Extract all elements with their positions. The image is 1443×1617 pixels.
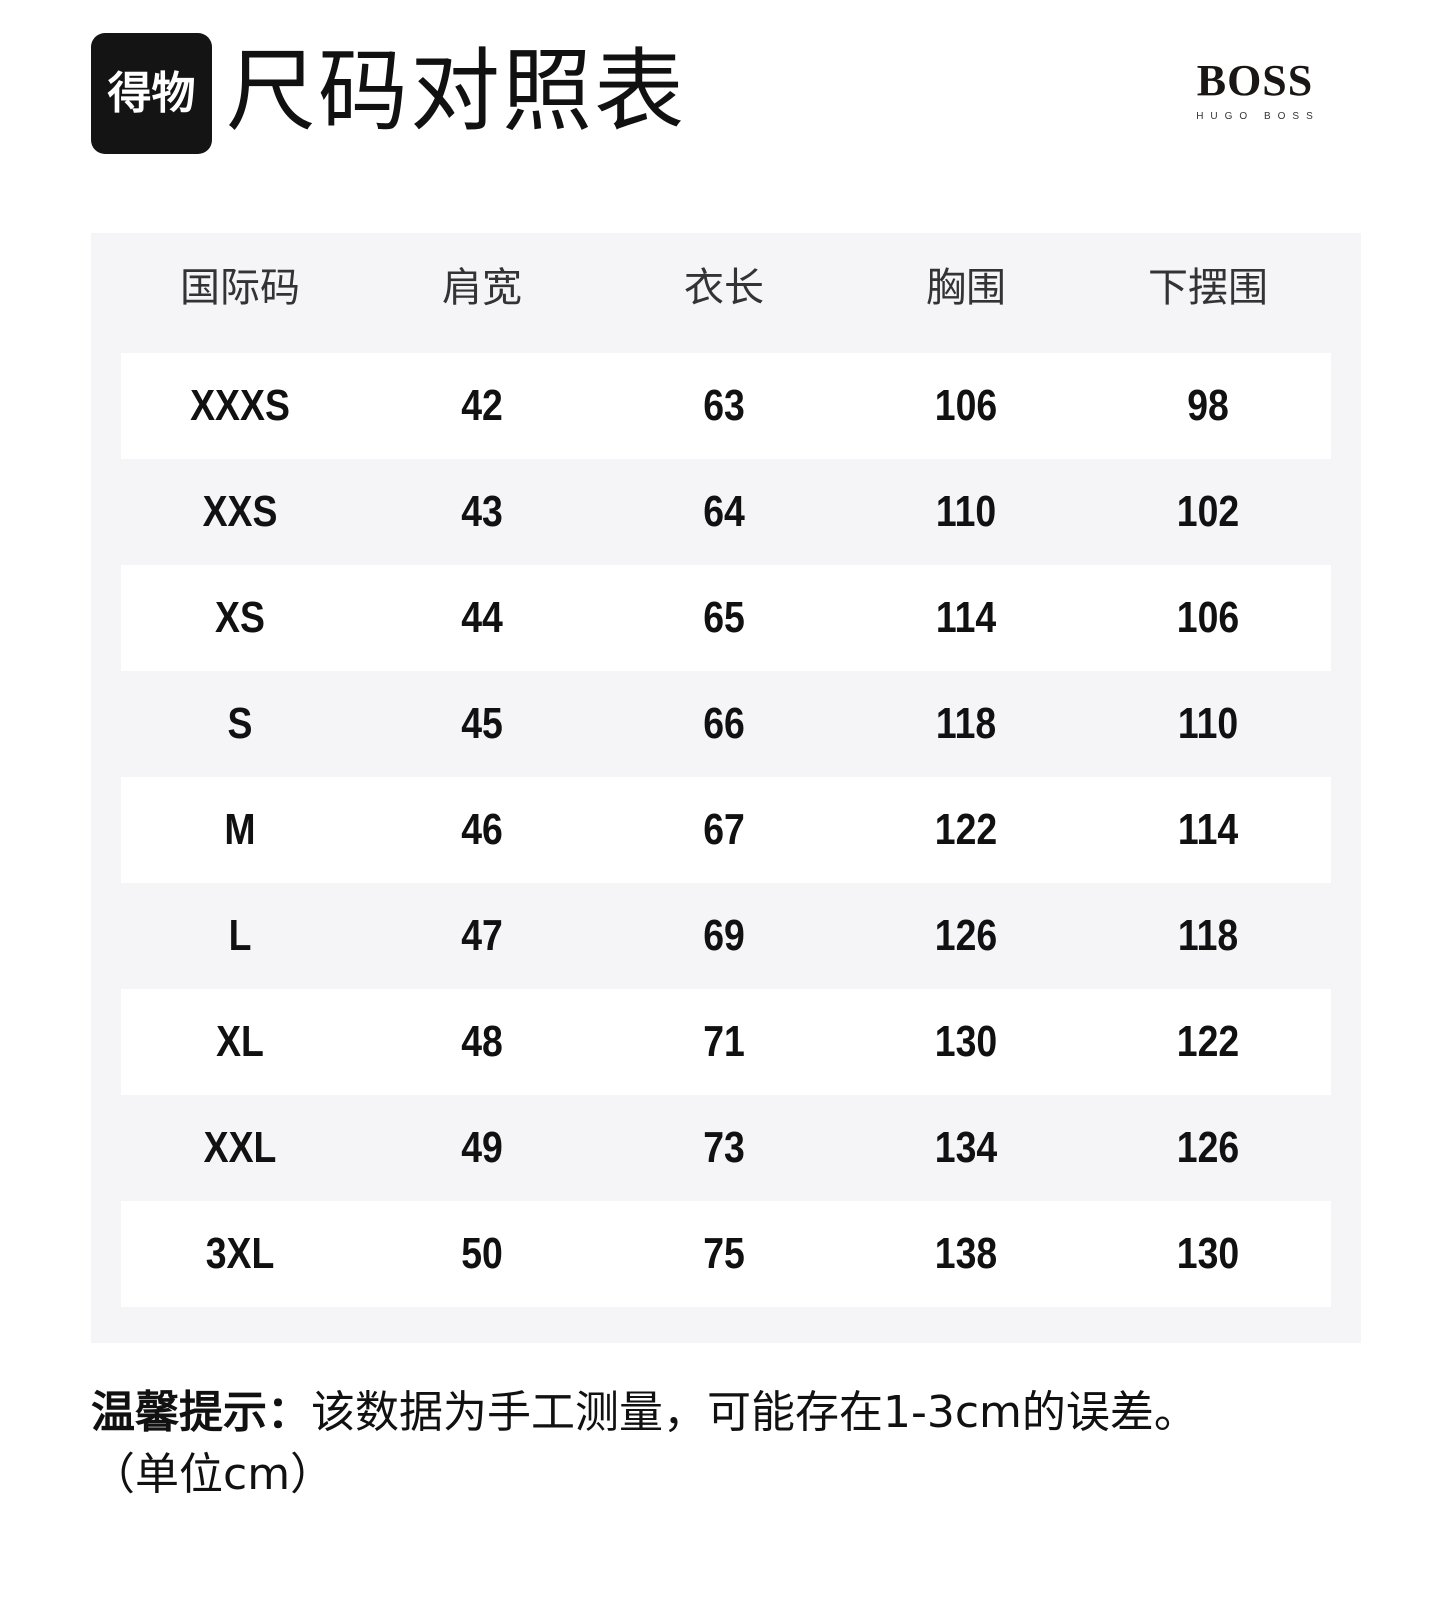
table-cell: 63 [703, 381, 745, 430]
table-cell: 130 [1176, 1229, 1240, 1278]
table-cell: 69 [703, 911, 745, 960]
table-cell: 114 [935, 593, 997, 642]
column-header: 国际码 [180, 265, 300, 311]
brand-logo-sub: HUGO BOSS [1196, 111, 1320, 122]
table-cell: 122 [1176, 1017, 1240, 1066]
brand-logo-main: BOSS [1196, 56, 1314, 105]
table-cell: XXXS [190, 381, 290, 430]
table-cell: 134 [934, 1123, 998, 1172]
column-header: 下摆围 [1148, 265, 1268, 311]
table-cell: 126 [1176, 1123, 1240, 1172]
table-cell: 130 [934, 1017, 998, 1066]
table-cell: 47 [461, 911, 503, 960]
table-cell: 44 [461, 593, 503, 642]
table-row: XL 48 71 130 122 [121, 989, 1331, 1095]
table-cell: 98 [1187, 381, 1229, 430]
table-row: S 45 66 118 110 [121, 671, 1331, 777]
table-cell: 106 [1176, 593, 1240, 642]
table-cell: 118 [935, 699, 997, 748]
table-cell: 110 [935, 487, 997, 536]
table-cell: 73 [703, 1123, 745, 1172]
table-cell: XXS [202, 487, 278, 536]
column-header: 衣长 [684, 265, 764, 311]
table-cell: 66 [703, 699, 745, 748]
tip-note: 温馨提示：该数据为手工测量，可能存在1-3cm的误差。 （单位cm） [91, 1382, 1411, 1506]
table-cell: 67 [703, 805, 745, 854]
table-cell: XXL [203, 1123, 277, 1172]
tip-text: 该数据为手工测量，可能存在1-3cm的误差。 [311, 1387, 1198, 1438]
tip-line: 温馨提示：该数据为手工测量，可能存在1-3cm的误差。 [91, 1382, 1411, 1444]
table-row: XXS 43 64 110 102 [121, 459, 1331, 565]
size-table: 国际码 肩宽 衣长 胸围 下摆围 XXXS 42 63 106 98 XXS 43 64 110 102 X… [91, 233, 1361, 1343]
table-cell: 71 [703, 1017, 745, 1066]
table-cell: 110 [1177, 699, 1239, 748]
unit-text: （单位cm） [91, 1449, 335, 1500]
table-cell: 114 [1177, 805, 1239, 854]
table-row: XXL 49 73 134 126 [121, 1095, 1331, 1201]
table-cell: 65 [703, 593, 745, 642]
table-cell: XS [215, 593, 265, 642]
table-cell: 3XL [205, 1229, 275, 1278]
table-cell: 102 [1176, 487, 1240, 536]
table-cell: 46 [461, 805, 503, 854]
table-cell: M [224, 805, 256, 854]
table-cell: 106 [934, 381, 998, 430]
table-row: L 47 69 126 118 [121, 883, 1331, 989]
table-cell: 126 [934, 911, 998, 960]
table-row: XXXS 42 63 106 98 [121, 353, 1331, 459]
table-cell: 75 [703, 1229, 745, 1278]
table-row: 3XL 50 75 138 130 [121, 1201, 1331, 1307]
table-cell: 118 [1177, 911, 1239, 960]
table-cell: 49 [461, 1123, 503, 1172]
tip-label: 温馨提示： [91, 1387, 311, 1438]
table-cell: 43 [461, 487, 503, 536]
unit-line: （单位cm） [91, 1444, 1411, 1506]
table-header: 国际码 肩宽 衣长 胸围 下摆围 [121, 233, 1331, 353]
table-cell: 48 [461, 1017, 503, 1066]
table-row: M 46 67 122 114 [121, 777, 1331, 883]
table-cell: S [227, 699, 253, 748]
table-cell: L [228, 911, 252, 960]
logo-text: 得物 [107, 67, 196, 119]
table-row: XS 44 65 114 106 [121, 565, 1331, 671]
dewu-logo: 得物 [91, 33, 212, 154]
table-cell: 122 [934, 805, 998, 854]
table-cell: 138 [934, 1229, 998, 1278]
table-cell: 64 [703, 487, 745, 536]
column-header: 胸围 [926, 265, 1006, 311]
table-cell: XL [216, 1017, 264, 1066]
table-cell: 42 [461, 381, 503, 430]
column-header: 肩宽 [442, 265, 522, 311]
page-title: 尺码对照表 [226, 39, 686, 144]
brand-logo: BOSS HUGO BOSS [1180, 56, 1330, 124]
table-cell: 45 [461, 699, 503, 748]
table-cell: 50 [461, 1229, 503, 1278]
